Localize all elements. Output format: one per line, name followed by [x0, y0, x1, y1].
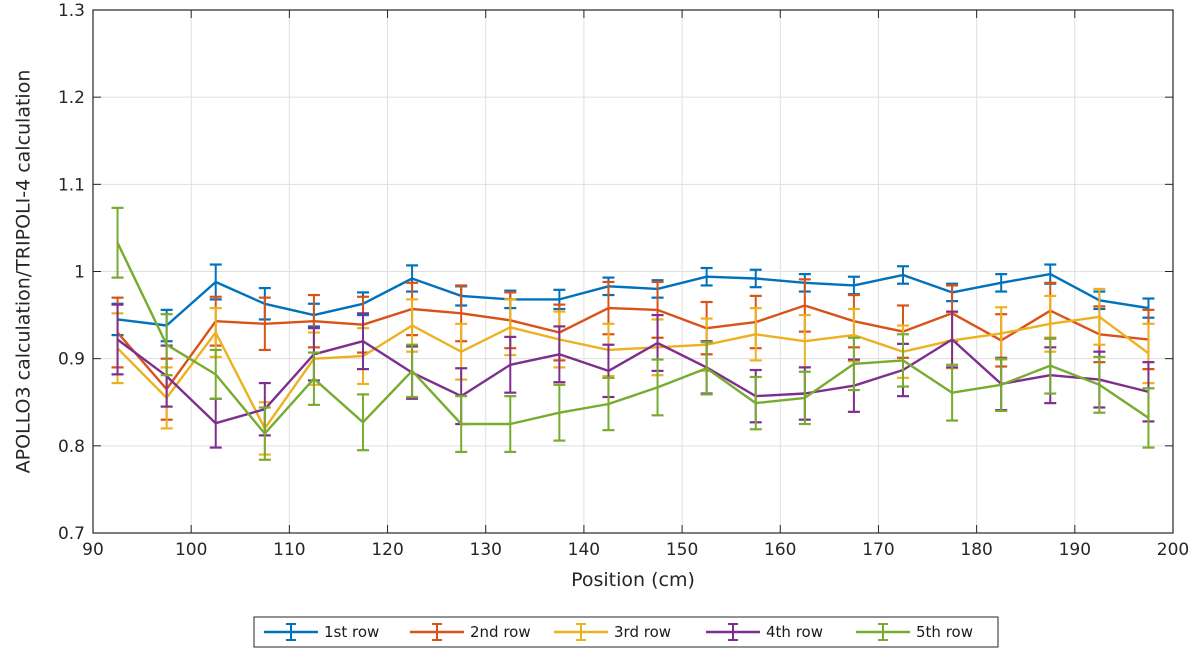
x-tick-label: 160 — [764, 540, 796, 560]
series-line — [116, 315, 1150, 430]
x-tick-label: 190 — [1059, 540, 1091, 560]
legend-label: 4th row — [766, 623, 823, 641]
x-tick-label: 200 — [1157, 540, 1189, 560]
legend-item: 4th row — [706, 623, 823, 641]
legend: 1st row 2nd row 3rd row 4th row 5th row — [253, 616, 999, 648]
x-axis: 90 100 110 120 130 140 150 160 170 180 190 200 — [82, 10, 1189, 560]
x-tick-label: 180 — [960, 540, 992, 560]
x-tick-label: 120 — [371, 540, 403, 560]
y-tick-label: 0.9 — [58, 350, 85, 370]
x-tick-label: 130 — [470, 540, 502, 560]
series-1 — [111, 263, 1155, 343]
series-line — [116, 242, 1150, 435]
legend-label: 2nd row — [470, 623, 531, 641]
x-tick-label: 110 — [273, 540, 305, 560]
x-tick-label: 140 — [568, 540, 600, 560]
legend-label: 1st row — [324, 623, 379, 641]
y-tick-label: 1 — [74, 263, 85, 283]
legend-item: 1st row — [264, 623, 379, 641]
y-tick-label: 1.3 — [58, 1, 85, 21]
x-tick-label: 90 — [82, 540, 104, 560]
y-axis: 0.7 0.8 0.9 1 1.1 1.2 1.3 — [58, 1, 1173, 544]
legend-item: 3rd row — [554, 623, 671, 641]
y-tick-label: 1.2 — [58, 88, 85, 108]
series-layer — [111, 206, 1155, 461]
y-tick-label: 0.8 — [58, 437, 85, 457]
x-tick-label: 170 — [862, 540, 894, 560]
series-line — [116, 304, 1149, 391]
series-4 — [111, 303, 1155, 449]
series-line — [117, 272, 1149, 327]
series-5 — [111, 206, 1155, 461]
y-tick-label: 0.7 — [58, 524, 85, 544]
x-tick-label: 150 — [666, 540, 698, 560]
y-axis-label: APOLLO3 calculation/TRIPOLI-4 calculatio… — [13, 70, 35, 474]
legend-item: 5th row — [856, 623, 973, 641]
legend-label: 5th row — [916, 623, 973, 641]
series-line — [116, 338, 1149, 425]
y-tick-label: 1.1 — [58, 175, 85, 195]
x-tick-label: 100 — [175, 540, 207, 560]
grid — [92, 9, 1174, 534]
legend-item: 2nd row — [410, 623, 531, 641]
legend-label: 3rd row — [614, 623, 671, 641]
x-axis-label: Position (cm) — [571, 569, 695, 591]
